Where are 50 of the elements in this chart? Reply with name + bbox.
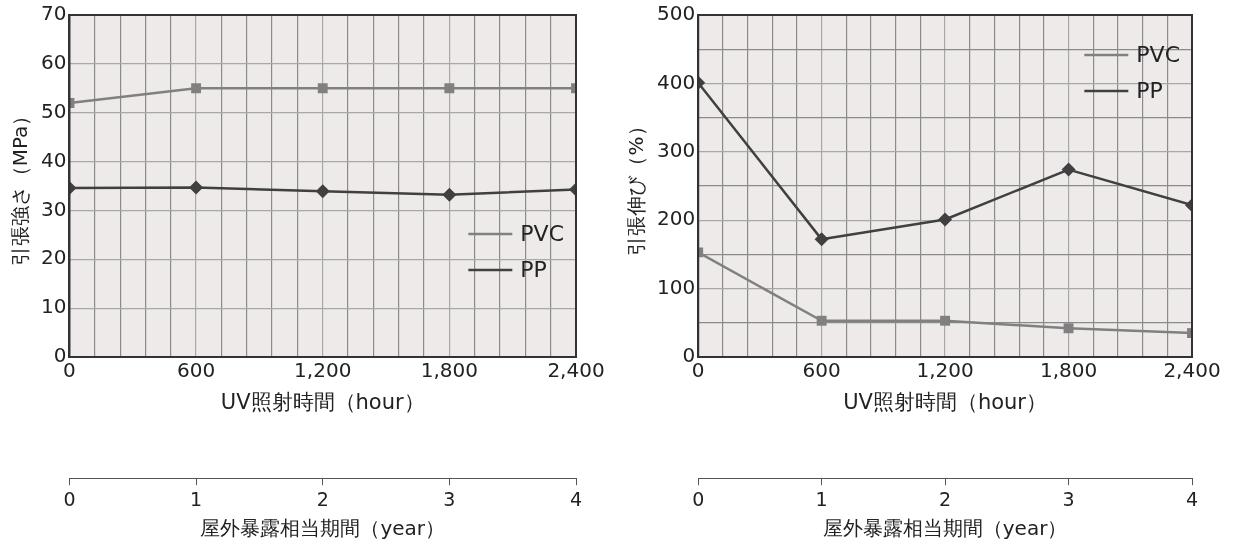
y-tick-label: 50 <box>41 98 67 123</box>
y-tick-label: 60 <box>41 50 67 75</box>
point <box>189 180 204 195</box>
point <box>315 184 330 199</box>
x-tick-label: 2,400 <box>1163 358 1221 383</box>
y-tick-label: 40 <box>41 147 67 172</box>
y-tick-label: 400 <box>656 69 696 94</box>
x2-axis-title: 屋外暴露相当期間（year） <box>822 516 1068 541</box>
point <box>1063 323 1074 334</box>
x2-tick-label: 2 <box>939 487 952 510</box>
legend-label: PVC <box>520 220 565 246</box>
x2-tick-label: 1 <box>815 487 828 510</box>
y-tick-label: 30 <box>41 196 67 221</box>
y-tick-label: 500 <box>656 1 696 26</box>
x2-tick-label: 4 <box>569 487 583 510</box>
point <box>938 212 953 227</box>
point <box>444 83 455 94</box>
point <box>814 232 829 247</box>
x2-tick-label: 3 <box>1062 487 1075 510</box>
point <box>317 83 328 94</box>
point <box>442 187 457 202</box>
x-tick-label: 1,200 <box>916 358 974 383</box>
y-axis-title: 引張強さ（MPa） <box>8 105 33 267</box>
y-tick-label: 10 <box>41 294 67 319</box>
point <box>940 315 951 326</box>
x2-tick-label: 1 <box>190 487 203 510</box>
x-tick-label: 600 <box>802 358 841 383</box>
x-axis-title: UV照射時間（hour） <box>843 390 1048 415</box>
y-tick-label: 200 <box>656 206 696 231</box>
y-tick-label: 70 <box>41 1 67 26</box>
x-tick-label: 600 <box>176 358 216 383</box>
legend-label: PP <box>520 256 547 282</box>
x2-tick-label: 2 <box>316 487 329 510</box>
x-tick-label: 1,800 <box>1039 358 1098 383</box>
point <box>191 83 202 94</box>
y-tick-label: 20 <box>41 245 67 270</box>
y-axis-title: 引張伸び（%） <box>624 116 649 256</box>
x-tick-label: 2,400 <box>547 358 605 383</box>
x-tick-label: 1,200 <box>294 358 352 383</box>
x2-tick-label: 4 <box>1185 487 1199 510</box>
point <box>1061 162 1076 177</box>
x-axis-title: UV照射時間（hour） <box>220 390 425 415</box>
legend-label: PVC <box>1136 41 1181 67</box>
y-tick-label: 100 <box>656 274 696 299</box>
x2-tick-label: 3 <box>443 487 456 510</box>
y-tick-label: 300 <box>656 138 696 162</box>
x2-axis-title: 屋外暴露相当期間（year） <box>200 516 446 541</box>
point <box>816 315 827 326</box>
x-tick-label: 1,800 <box>420 358 478 383</box>
legend-label: PP <box>1136 77 1163 103</box>
